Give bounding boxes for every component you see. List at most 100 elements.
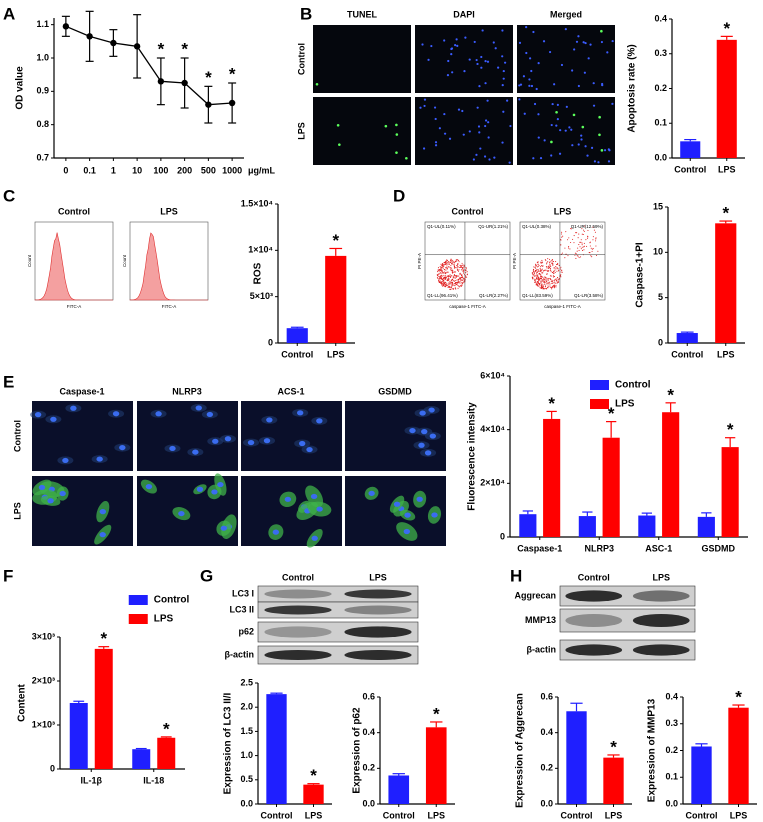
- blot-band: [264, 605, 332, 615]
- event-dot: [553, 287, 556, 289]
- panel-letter: A: [3, 4, 15, 23]
- event-dot: [537, 266, 539, 268]
- event-dot: [450, 267, 452, 269]
- nucleus: [592, 82, 595, 85]
- bar: [425, 727, 447, 804]
- nucleus: [38, 484, 46, 491]
- event-dot: [592, 239, 594, 241]
- event-dot: [448, 262, 450, 264]
- event-dot: [597, 250, 599, 252]
- event-dot: [573, 242, 575, 244]
- event-dot: [456, 279, 458, 281]
- event-dot: [457, 275, 459, 277]
- event-dot: [450, 259, 452, 261]
- nucleus: [428, 407, 435, 413]
- event-dot: [545, 266, 547, 268]
- nucleus: [556, 103, 559, 106]
- nucleus: [558, 152, 562, 155]
- nucleus: [584, 145, 587, 148]
- event-dot: [452, 272, 454, 274]
- event-dot: [557, 263, 559, 265]
- panel-letter: C: [3, 186, 15, 205]
- event-dot: [545, 287, 547, 289]
- x-tick-label: LPS: [718, 164, 736, 174]
- event-dot: [454, 271, 456, 273]
- nucleus: [522, 75, 526, 78]
- x-tick-label: Control: [261, 810, 293, 820]
- tunel-dot: [395, 133, 399, 136]
- event-dot: [552, 276, 554, 278]
- event-dot: [451, 285, 453, 287]
- event-dot: [568, 246, 570, 248]
- event-dot: [547, 284, 549, 286]
- event-dot: [457, 281, 459, 283]
- event-dot: [444, 285, 446, 287]
- event-dot: [577, 247, 579, 249]
- blot-band: [565, 614, 623, 627]
- event-dot: [447, 275, 449, 277]
- event-dot: [581, 233, 583, 235]
- significance: *: [310, 766, 317, 785]
- micrograph: [313, 25, 411, 93]
- bar: [578, 516, 596, 537]
- event-dot: [443, 280, 445, 282]
- event-dot: [462, 269, 464, 271]
- nucleus: [493, 156, 496, 159]
- nucleus: [196, 486, 204, 492]
- y-tick-label: 1.5×10⁴: [241, 198, 273, 208]
- event-dot: [549, 279, 551, 281]
- event-dot: [546, 267, 548, 269]
- nucleus: [112, 411, 120, 417]
- event-dot: [552, 282, 554, 284]
- event-dot: [444, 283, 446, 285]
- quadrant-label: Q1-UL(0.11%): [427, 224, 456, 229]
- image-row-label: Control: [296, 43, 306, 75]
- y-tick-label: 0.3: [665, 718, 678, 728]
- nucleus: [296, 410, 304, 416]
- event-dot: [558, 264, 560, 267]
- event-dot: [442, 277, 445, 279]
- scatter-x-label: caspase-1 FITC-A: [544, 304, 581, 309]
- event-dot: [439, 280, 441, 282]
- event-dot: [581, 228, 583, 230]
- event-dot: [437, 267, 440, 269]
- event-dot: [589, 245, 591, 247]
- nucleus: [212, 438, 219, 444]
- event-dot: [441, 282, 443, 284]
- nucleus: [550, 154, 553, 157]
- event-dot: [542, 279, 544, 281]
- event-dot: [535, 278, 537, 280]
- nucleus: [475, 153, 478, 156]
- panel-letter: B: [300, 4, 312, 23]
- event-dot: [547, 287, 549, 289]
- nucleus: [431, 512, 438, 518]
- event-dot: [541, 281, 543, 283]
- event-dot: [440, 268, 442, 270]
- event-dot: [538, 273, 540, 275]
- point: [157, 78, 165, 85]
- event-dot: [458, 275, 460, 277]
- nucleus: [497, 66, 500, 69]
- point: [181, 79, 188, 87]
- micrograph: [313, 97, 411, 165]
- nucleus: [99, 509, 107, 515]
- event-dot: [592, 226, 594, 228]
- event-dot: [440, 263, 442, 265]
- nucleus: [195, 405, 202, 411]
- event-dot: [551, 261, 553, 263]
- tunel-dot: [581, 125, 585, 129]
- event-dot: [552, 261, 555, 263]
- image-column-label: GSDMD: [378, 386, 412, 396]
- nucleus: [427, 58, 430, 61]
- significance: *: [608, 404, 615, 423]
- quadrant-label: Q1-UL(0.38%): [522, 224, 552, 229]
- event-dot: [542, 276, 544, 278]
- event-dot: [535, 271, 537, 273]
- tunel-dot: [338, 143, 341, 146]
- event-dot: [445, 261, 447, 263]
- nucleus: [263, 438, 271, 444]
- event-dot: [565, 231, 567, 233]
- y-axis-title: Expression of Aggrecan: [515, 693, 526, 808]
- event-dot: [440, 270, 443, 272]
- nucleus: [580, 138, 583, 141]
